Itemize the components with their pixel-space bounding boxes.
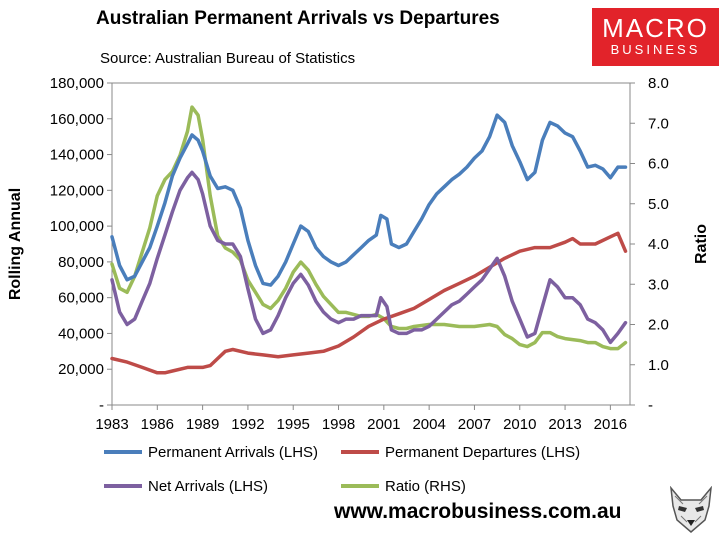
series-line-1 (110, 113, 628, 287)
series-line-3 (110, 170, 628, 345)
x-tick-label: 1998 (322, 416, 355, 433)
y2-tick-label: - (648, 397, 653, 414)
y-tick-label: 120,000 (50, 182, 104, 199)
chart-title: Australian Permanent Arrivals vs Departu… (96, 8, 500, 29)
y2-tick-label: 2.0 (648, 317, 669, 334)
plot-area-frame (111, 82, 631, 406)
x-tick-label: 2007 (458, 416, 491, 433)
x-tick-label: 1995 (277, 416, 310, 433)
y-tick-label: 180,000 (50, 75, 104, 92)
y-tick-label: 140,000 (50, 147, 104, 164)
x-tick-label: 1989 (186, 416, 219, 433)
x-tick-label: 2013 (548, 416, 581, 433)
y-tick-label: 40,000 (58, 325, 104, 342)
series-line-2 (110, 231, 628, 375)
y-tick-label: 20,000 (58, 361, 104, 378)
logo-line-1: MACRO (602, 13, 709, 43)
y-axis-label: Rolling Annual (7, 188, 24, 300)
legend-label-3: Net Arrivals (LHS) (148, 478, 268, 495)
x-tick-label: 2010 (503, 416, 536, 433)
legend-label-2: Permanent Departures (LHS) (385, 444, 580, 461)
chart-subtitle: Source: Australian Bureau of Statistics (100, 50, 356, 67)
series-line-4 (110, 105, 628, 351)
x-tick-label: 1983 (95, 416, 128, 433)
legend-label-1: Permanent Arrivals (LHS) (148, 444, 318, 461)
wolf-head-icon (670, 486, 712, 533)
y2-tick-label: 5.0 (648, 196, 669, 213)
x-tick-label: 2001 (367, 416, 400, 433)
x-tick-label: 1992 (231, 416, 264, 433)
y2-tick-label: 3.0 (648, 276, 669, 293)
y-tick-label: 160,000 (50, 111, 104, 128)
y2-tick-label: 7.0 (648, 115, 669, 132)
y-tick-label: - (99, 397, 104, 414)
y-tick-label: 100,000 (50, 218, 104, 235)
macrobusiness-logo: MACRO BUSINESS (592, 8, 719, 66)
x-tick-label: 1986 (141, 416, 174, 433)
y-tick-label: 60,000 (58, 290, 104, 307)
y2-tick-label: 6.0 (648, 156, 669, 173)
y2-axis-label: Ratio (693, 224, 710, 264)
y-tick-label: 80,000 (58, 254, 104, 271)
logo-line-2: BUSINESS (610, 42, 701, 57)
x-tick-label: 2004 (412, 416, 445, 433)
y2-tick-label: 4.0 (648, 236, 669, 253)
x-tick-label: 2016 (594, 416, 627, 433)
y2-tick-label: 1.0 (648, 357, 669, 374)
legend-label-4: Ratio (RHS) (385, 478, 466, 495)
y2-tick-label: 8.0 (648, 75, 669, 92)
footer-url: www.macrobusiness.com.au (334, 500, 622, 523)
